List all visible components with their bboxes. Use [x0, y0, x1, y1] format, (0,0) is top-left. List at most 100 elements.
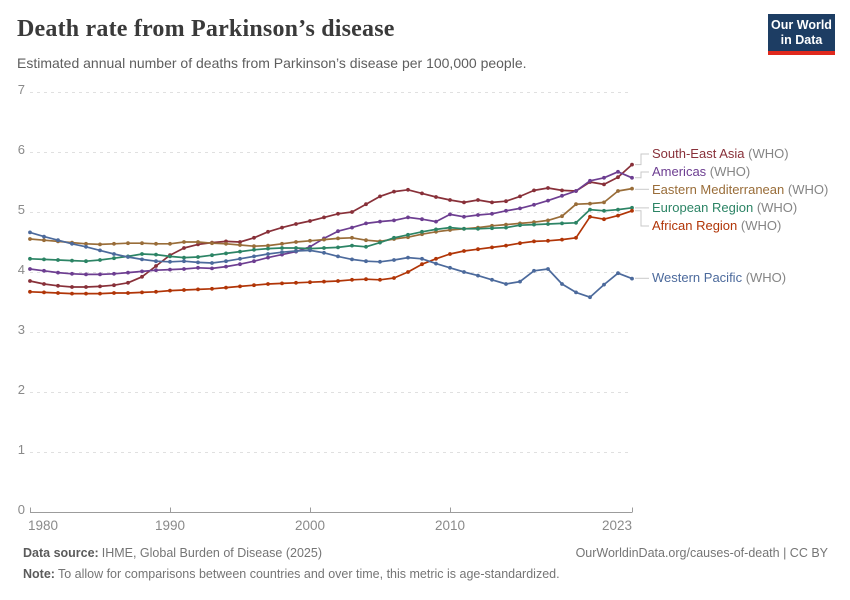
point-marker [42, 282, 46, 286]
point-marker [420, 191, 424, 196]
point-marker [210, 241, 214, 246]
point-marker [308, 248, 312, 253]
point-marker [70, 285, 74, 289]
point-marker [42, 268, 46, 273]
point-marker [602, 182, 606, 187]
point-marker [462, 214, 466, 219]
point-marker [84, 291, 88, 296]
point-marker [252, 235, 256, 240]
chart-subtitle: Estimated annual number of deaths from P… [17, 55, 527, 71]
point-marker [42, 238, 46, 243]
point-marker [252, 247, 256, 252]
point-marker [182, 246, 186, 250]
owid-logo-line1: Our World [771, 18, 832, 32]
point-marker [350, 277, 354, 282]
point-marker [280, 241, 284, 246]
point-marker [434, 256, 438, 261]
point-marker [616, 169, 620, 174]
point-marker [168, 241, 172, 246]
point-marker [504, 222, 508, 227]
point-marker [574, 202, 578, 207]
point-marker [378, 240, 382, 245]
point-marker [504, 199, 508, 204]
point-marker [140, 274, 144, 279]
point-marker [238, 262, 242, 267]
point-marker [588, 214, 592, 219]
point-marker [546, 238, 550, 243]
point-marker [560, 282, 564, 286]
point-marker [406, 255, 410, 260]
point-marker [406, 215, 410, 220]
point-marker [350, 257, 354, 262]
series-african-region[interactable] [28, 208, 634, 296]
owid-logo[interactable]: Our World in Data [768, 14, 835, 55]
point-marker [84, 259, 88, 264]
point-marker [448, 198, 452, 202]
owid-url-link[interactable]: OurWorldinData.org/causes-of-death | CC … [575, 546, 828, 560]
point-marker [490, 245, 494, 250]
line-african-region[interactable] [29, 209, 633, 295]
legend-entry-eastern-mediterranean[interactable]: Eastern Mediterranean (WHO) [652, 182, 828, 198]
series-western-pacific[interactable] [28, 230, 634, 300]
owid-logo-line2: in Data [780, 33, 823, 47]
point-marker [182, 240, 186, 244]
series-americas[interactable] [28, 169, 634, 277]
point-marker [546, 198, 550, 203]
line-south-east-asia[interactable] [29, 163, 633, 288]
point-marker [518, 206, 522, 211]
legend-entry-americas[interactable]: Americas (WHO) [652, 164, 750, 180]
legend-entry-african-region[interactable]: African Region (WHO) [652, 218, 781, 234]
point-marker [168, 267, 172, 272]
point-marker [336, 254, 340, 259]
line-americas[interactable] [29, 170, 633, 276]
point-marker [336, 279, 340, 283]
point-marker [42, 257, 46, 262]
point-marker [504, 243, 508, 248]
legend-series-suffix: (WHO) [753, 200, 798, 215]
point-marker [462, 200, 466, 205]
point-marker [630, 175, 634, 180]
series-eastern-mediterranean[interactable] [28, 186, 634, 249]
point-marker [70, 271, 74, 276]
point-marker [350, 210, 354, 214]
point-marker [392, 235, 396, 240]
point-marker [308, 219, 312, 223]
point-marker [126, 291, 130, 295]
point-marker [602, 282, 606, 287]
point-marker [364, 221, 368, 226]
point-marker [84, 285, 88, 289]
point-marker [28, 279, 32, 283]
point-marker [546, 186, 550, 190]
point-marker [532, 239, 536, 244]
point-marker [322, 215, 326, 220]
line-western-pacific[interactable] [29, 231, 633, 299]
point-marker [252, 283, 256, 288]
legend-entry-european-region[interactable]: European Region (WHO) [652, 200, 797, 216]
point-marker [448, 252, 452, 256]
legend-entry-western-pacific[interactable]: Western Pacific (WHO) [652, 270, 786, 286]
point-marker [294, 246, 298, 250]
point-marker [196, 255, 200, 259]
legend-entry-south-east-asia[interactable]: South-East Asia (WHO) [652, 146, 789, 162]
point-marker [112, 283, 116, 288]
line-european-region[interactable] [29, 206, 633, 263]
point-marker [322, 237, 326, 242]
note-line: Note: To allow for comparisons between co… [23, 567, 823, 581]
y-tick-label-1: 1 [17, 442, 25, 457]
point-marker [336, 236, 340, 241]
point-marker [168, 254, 172, 259]
point-marker [434, 227, 438, 232]
point-marker [266, 282, 270, 286]
x-axis-line [30, 507, 633, 513]
point-marker [98, 284, 102, 289]
point-marker [420, 217, 424, 222]
point-marker [378, 277, 382, 282]
point-marker [112, 291, 116, 295]
point-marker [630, 186, 634, 191]
point-marker [98, 291, 102, 296]
point-marker [238, 249, 242, 254]
line-eastern-mediterranean[interactable] [29, 187, 633, 248]
data-series[interactable] [28, 162, 634, 300]
point-marker [238, 240, 242, 244]
point-marker [448, 265, 452, 270]
